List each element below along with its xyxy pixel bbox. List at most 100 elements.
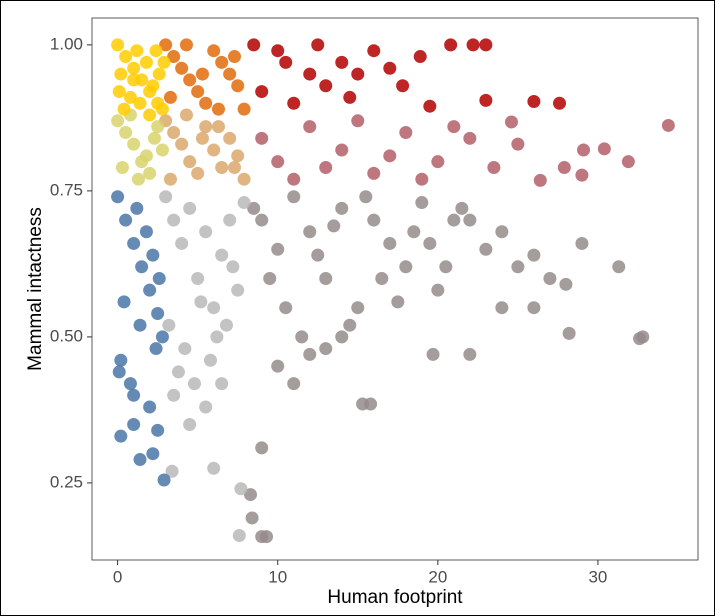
point [463,213,477,227]
point [487,161,501,175]
point [165,464,179,478]
point [139,225,153,239]
point [155,330,169,344]
point [562,326,576,340]
point [303,225,317,239]
point [263,271,277,285]
point [157,55,171,69]
point [255,85,269,99]
point [271,242,285,256]
point [130,201,144,215]
point [215,55,229,69]
point [255,131,269,145]
x-tick-label: 10 [268,567,287,586]
point [215,377,229,391]
point [279,55,293,69]
point [495,301,509,315]
point [133,318,147,332]
point [287,377,301,391]
point [135,260,149,274]
plot-border [91,17,699,561]
point [303,347,317,361]
point [203,353,217,367]
point [114,353,128,367]
point [319,79,333,93]
point [112,85,126,99]
point [223,213,237,227]
point [447,213,461,227]
point [178,342,192,356]
point [431,155,445,169]
point [130,44,144,58]
point [147,131,161,145]
point [231,283,245,297]
point [123,90,137,104]
point [119,213,133,227]
point [151,423,165,437]
point [527,301,541,315]
point [413,50,427,64]
point [295,330,309,344]
point [511,137,525,151]
point [195,67,209,81]
point [211,102,225,116]
y-tick-label: 0.25 [50,472,83,491]
point [127,137,141,151]
y-tick-label: 1.00 [50,34,83,53]
point [396,79,410,93]
point [199,120,213,134]
point [351,114,365,128]
point [211,120,225,134]
point [139,55,153,69]
point [207,143,221,157]
point [133,453,147,467]
point [255,530,269,544]
point [426,347,440,361]
point [159,190,173,204]
point [167,213,181,227]
point [175,236,189,250]
x-tick-label: 20 [428,567,447,586]
point [199,225,213,239]
point [114,429,128,443]
point [183,73,197,87]
point [111,38,125,52]
y-tick-label: 0.75 [50,180,83,199]
point [543,271,557,285]
point [111,114,125,128]
point [162,318,176,332]
point [115,161,129,175]
point [455,201,469,215]
point [123,377,137,391]
point [527,95,541,109]
point [287,172,301,186]
point [303,120,317,134]
point [636,330,650,344]
point [111,190,125,204]
point [117,102,131,116]
point [157,473,171,487]
point [112,365,126,379]
point [533,173,547,187]
point [127,388,141,402]
point [303,67,317,81]
point [463,347,477,361]
point [119,50,133,64]
point [463,131,477,145]
point [311,248,325,262]
point [146,79,160,93]
point [227,161,241,175]
point [597,142,611,156]
point [159,38,173,52]
point [131,172,145,186]
point [575,236,589,250]
point [199,400,213,414]
point [167,125,181,139]
point [207,44,221,58]
point [179,108,193,122]
point [335,55,349,69]
point [447,120,461,134]
point [223,67,237,81]
point [117,295,131,309]
